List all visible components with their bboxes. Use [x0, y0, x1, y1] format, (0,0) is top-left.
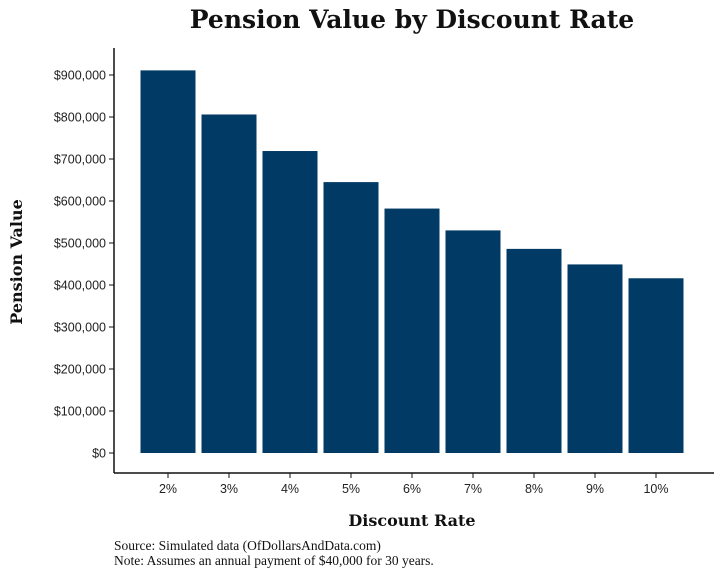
- y-tick-label: $300,000: [54, 321, 106, 335]
- y-tick-label: $600,000: [54, 195, 106, 209]
- bars-group: [140, 70, 684, 453]
- x-tick-label: 3%: [220, 482, 238, 496]
- bar-7pct: [445, 230, 501, 453]
- assumption-note: Note: Assumes an annual payment of $40,0…: [114, 553, 434, 568]
- x-tick-label: 8%: [525, 482, 543, 496]
- y-tick-label: $500,000: [54, 237, 106, 251]
- x-axis: 2% 3% 4% 5% 6% 7% 8% 9% 10%: [159, 473, 669, 496]
- x-tick-label: 4%: [281, 482, 299, 496]
- x-tick-label: 10%: [643, 482, 668, 496]
- bar-2pct: [140, 70, 196, 453]
- y-tick-label: $900,000: [54, 69, 106, 83]
- bar-9pct: [567, 264, 623, 453]
- bar-8pct: [506, 248, 562, 453]
- x-tick-label: 5%: [342, 482, 360, 496]
- y-tick-label: $0: [92, 447, 106, 461]
- bar-6pct: [384, 208, 440, 453]
- bar-3pct: [201, 114, 257, 453]
- x-tick-label: 7%: [464, 482, 482, 496]
- y-tick-label: $200,000: [54, 363, 106, 377]
- y-tick-label: $100,000: [54, 405, 106, 419]
- y-tick-label: $400,000: [54, 279, 106, 293]
- source-note: Source: Simulated data (OfDollarsAndData…: [114, 538, 381, 553]
- bar-10pct: [628, 278, 684, 453]
- y-tick-label: $700,000: [54, 153, 106, 167]
- y-axis-title: Pension Value: [7, 199, 26, 325]
- chart-title: Pension Value by Discount Rate: [190, 5, 634, 34]
- bar-4pct: [262, 151, 318, 453]
- x-axis-title: Discount Rate: [348, 511, 475, 530]
- x-tick-label: 6%: [403, 482, 421, 496]
- y-axis: $0 $100,000 $200,000 $300,000 $400,000 $500,0…: [54, 69, 114, 461]
- x-tick-label: 2%: [159, 482, 177, 496]
- bar-5pct: [323, 182, 379, 453]
- y-tick-label: $800,000: [54, 111, 106, 125]
- x-tick-label: 9%: [586, 482, 604, 496]
